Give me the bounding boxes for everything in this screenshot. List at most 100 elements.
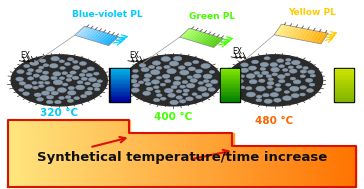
Polygon shape — [284, 26, 294, 37]
Bar — [199, 133, 202, 187]
Bar — [159, 133, 162, 187]
Circle shape — [173, 81, 181, 85]
Circle shape — [178, 66, 185, 69]
Bar — [301, 146, 304, 187]
Bar — [221, 96, 239, 97]
Bar — [221, 81, 239, 82]
Bar — [202, 133, 205, 187]
Circle shape — [143, 91, 151, 95]
Bar — [221, 94, 239, 95]
Bar — [66, 120, 69, 187]
Polygon shape — [100, 34, 112, 43]
Circle shape — [260, 67, 266, 70]
Circle shape — [156, 94, 162, 97]
Bar — [335, 92, 353, 94]
Circle shape — [274, 98, 281, 102]
Circle shape — [310, 74, 316, 77]
Circle shape — [288, 66, 293, 69]
Bar — [118, 120, 121, 187]
Bar — [342, 146, 345, 187]
Circle shape — [252, 60, 258, 64]
Polygon shape — [182, 29, 194, 39]
Text: 480 °C: 480 °C — [256, 116, 294, 126]
Bar — [335, 82, 353, 83]
Bar — [266, 146, 269, 187]
Circle shape — [208, 88, 215, 91]
Circle shape — [277, 59, 284, 63]
Circle shape — [186, 97, 193, 101]
Circle shape — [27, 77, 34, 80]
Bar — [335, 71, 353, 73]
Bar — [111, 96, 128, 97]
Circle shape — [72, 66, 80, 70]
Bar — [237, 146, 240, 187]
Circle shape — [249, 66, 257, 70]
Circle shape — [34, 93, 41, 97]
Bar — [333, 68, 354, 102]
Bar — [109, 120, 112, 187]
Bar — [111, 81, 128, 82]
Bar — [335, 70, 353, 71]
Polygon shape — [102, 35, 114, 44]
Circle shape — [193, 74, 201, 78]
Circle shape — [23, 92, 29, 95]
Bar — [335, 95, 353, 96]
Bar — [335, 74, 353, 75]
Circle shape — [309, 83, 315, 86]
Bar — [214, 133, 217, 187]
Circle shape — [131, 88, 139, 92]
Bar — [150, 133, 153, 187]
Bar — [246, 146, 249, 187]
Bar — [339, 146, 342, 187]
Bar — [307, 146, 310, 187]
Bar — [221, 86, 239, 87]
Polygon shape — [211, 38, 223, 47]
Bar — [208, 133, 211, 187]
Bar — [51, 120, 54, 187]
Circle shape — [236, 79, 244, 83]
Circle shape — [43, 64, 49, 67]
Circle shape — [161, 57, 170, 61]
Bar — [111, 94, 128, 95]
Bar — [335, 99, 353, 100]
Text: EX: EX — [232, 47, 242, 57]
Bar — [221, 84, 239, 86]
Polygon shape — [84, 29, 96, 39]
Text: Green PL: Green PL — [189, 12, 235, 21]
Circle shape — [62, 72, 68, 75]
Circle shape — [182, 81, 188, 84]
Bar — [176, 133, 179, 187]
Bar — [221, 92, 239, 94]
Bar — [330, 146, 333, 187]
Circle shape — [235, 90, 241, 93]
Bar — [261, 146, 264, 187]
Circle shape — [85, 91, 92, 95]
Bar — [111, 75, 128, 77]
Circle shape — [256, 99, 262, 102]
Circle shape — [211, 80, 218, 84]
Text: 400 °C: 400 °C — [154, 112, 192, 122]
Circle shape — [58, 88, 67, 92]
Circle shape — [40, 75, 49, 80]
Circle shape — [67, 99, 74, 102]
Bar — [75, 120, 78, 187]
Circle shape — [72, 76, 79, 80]
Circle shape — [133, 83, 140, 87]
Circle shape — [17, 70, 24, 74]
Circle shape — [131, 74, 139, 78]
Circle shape — [29, 61, 39, 66]
Bar — [111, 83, 128, 84]
Circle shape — [246, 87, 252, 90]
Circle shape — [82, 70, 87, 73]
Circle shape — [205, 83, 212, 87]
Bar — [351, 146, 353, 187]
Circle shape — [76, 85, 85, 90]
Bar — [191, 133, 194, 187]
Bar — [221, 75, 239, 77]
Bar — [335, 84, 353, 86]
Bar — [63, 120, 66, 187]
Bar — [179, 133, 182, 187]
Circle shape — [230, 84, 238, 88]
Bar — [284, 146, 286, 187]
Circle shape — [257, 74, 263, 77]
